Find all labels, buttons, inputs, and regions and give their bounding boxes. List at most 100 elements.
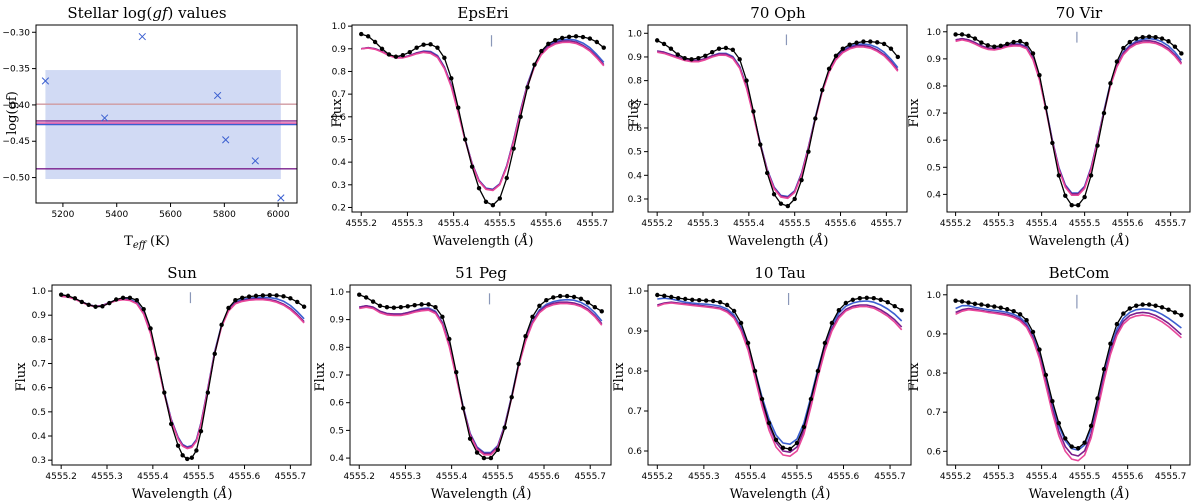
y-tick-label: 0.7 bbox=[332, 90, 346, 100]
data-point-stroke bbox=[41, 77, 50, 85]
observed-point bbox=[878, 297, 883, 302]
observed-point bbox=[1114, 321, 1120, 327]
x-tick-label: 4555.5 bbox=[779, 219, 811, 229]
observed-point bbox=[544, 298, 549, 303]
y-tick-label: 0.7 bbox=[927, 109, 941, 119]
y-tick-label: 0.5 bbox=[927, 163, 941, 173]
observed-point bbox=[474, 450, 480, 455]
x-tick-label: 4555.4 bbox=[436, 472, 468, 482]
observed-point bbox=[205, 390, 211, 395]
y-tick-label: 0.6 bbox=[628, 447, 643, 457]
panel-title: 51 Peg bbox=[455, 264, 507, 282]
observed-point bbox=[1088, 173, 1094, 178]
observed-point bbox=[442, 55, 447, 61]
y-tick-label: 0.6 bbox=[330, 399, 345, 409]
observed-point bbox=[1024, 318, 1029, 323]
observed-point bbox=[1172, 310, 1178, 315]
x-tick-label: 4555.4 bbox=[1026, 219, 1058, 229]
observed-point bbox=[440, 314, 445, 320]
observed-point bbox=[1005, 41, 1010, 47]
panel-title: 10 Tau bbox=[754, 264, 806, 282]
observed-point bbox=[1024, 41, 1029, 47]
observed-point bbox=[751, 109, 756, 114]
observed-point bbox=[792, 196, 797, 202]
x-axis-label: Wavelength (Å) bbox=[132, 486, 233, 502]
observed-point bbox=[573, 34, 579, 39]
observed-point bbox=[113, 297, 119, 302]
y-tick-label: 1.0 bbox=[332, 22, 347, 32]
observed-point bbox=[393, 54, 399, 59]
plot-area bbox=[359, 31, 606, 208]
y-axis-label: Flux bbox=[907, 98, 922, 128]
model-curve-model-c bbox=[61, 295, 305, 450]
observed-curve bbox=[656, 39, 899, 207]
observed-point bbox=[426, 302, 431, 307]
observed-point bbox=[525, 85, 530, 90]
observed-point bbox=[738, 320, 744, 326]
observed-point bbox=[875, 40, 880, 45]
observed-point bbox=[502, 425, 507, 430]
observed-point bbox=[1114, 59, 1120, 64]
observed-point bbox=[1166, 307, 1171, 312]
observed-point bbox=[379, 46, 385, 51]
observed-point bbox=[1179, 312, 1184, 318]
y-tick-label: 0.7 bbox=[330, 371, 344, 381]
y-tick-label: 0.5 bbox=[32, 408, 46, 418]
y-tick-label: 0.4 bbox=[332, 158, 347, 168]
panel-10-tau: 10 Tau Wavelength (Å) Flux 4555.2 4555.3 4… bbox=[612, 264, 912, 502]
observed-point bbox=[850, 297, 856, 302]
observed-point bbox=[357, 292, 362, 297]
panel-70-vir: 70 Vir Wavelength (Å) Flux 4555.2 4555.3 4… bbox=[907, 4, 1191, 249]
observed-point bbox=[985, 43, 991, 48]
observed-point bbox=[1069, 203, 1074, 208]
observed-point bbox=[100, 304, 105, 309]
observed-point bbox=[189, 455, 195, 460]
y-axis-label: Flux bbox=[627, 98, 642, 128]
observed-point bbox=[363, 295, 369, 300]
observed-point bbox=[759, 396, 765, 402]
observed-point bbox=[854, 40, 859, 45]
y-tick-label: 0.6 bbox=[628, 124, 643, 134]
x-tick-label: 4555.3 bbox=[390, 472, 422, 482]
observed-point bbox=[532, 62, 537, 67]
observed-point bbox=[185, 456, 190, 462]
model-curve-model-b bbox=[359, 301, 603, 455]
observed-point bbox=[1063, 436, 1068, 441]
data-point-stroke bbox=[138, 32, 146, 41]
panel-51-peg: 51 Peg Wavelength (Å) Flux 4555.2 4555.3 4… bbox=[313, 264, 612, 502]
model-curve-model-c bbox=[955, 39, 1183, 196]
observed-point bbox=[1095, 396, 1100, 401]
observed-point bbox=[868, 39, 873, 44]
axes-frame bbox=[946, 284, 1191, 466]
y-tick-label: 0.7 bbox=[32, 360, 46, 370]
x-tick-label: 4555.4 bbox=[438, 219, 470, 229]
observed-point bbox=[86, 302, 91, 308]
observed-point bbox=[709, 50, 715, 55]
model-curve-model-a bbox=[361, 38, 605, 191]
y-tick-label: 0.8 bbox=[330, 343, 345, 353]
y-tick-label: 1.0 bbox=[628, 29, 643, 39]
observed-point bbox=[998, 43, 1003, 49]
observed-point bbox=[233, 298, 238, 303]
observed-point bbox=[1101, 110, 1107, 116]
observed-point bbox=[246, 294, 252, 299]
observed-point bbox=[745, 340, 751, 346]
observed-point bbox=[737, 57, 742, 62]
observed-point bbox=[864, 295, 869, 300]
x-tick-label: 4555.6 bbox=[1112, 219, 1144, 229]
y-tick-label: 0.2 bbox=[332, 203, 346, 213]
observed-point bbox=[488, 455, 494, 461]
observed-point bbox=[267, 292, 272, 298]
x-tick-label: 5600 bbox=[159, 210, 182, 220]
observed-point bbox=[370, 299, 376, 304]
observed-point bbox=[504, 175, 509, 181]
observed-point bbox=[456, 105, 461, 110]
panel-stellar-loggf: Stellar log(gf) values Teff (K) log(gf) … bbox=[2, 4, 298, 251]
y-axis-label: Flux bbox=[907, 362, 922, 392]
observed-point bbox=[730, 47, 736, 53]
observed-point bbox=[655, 292, 660, 298]
observed-point bbox=[1127, 306, 1132, 311]
observed-point bbox=[384, 304, 390, 310]
data-point-stroke bbox=[277, 194, 285, 202]
observed-point bbox=[1075, 445, 1081, 451]
